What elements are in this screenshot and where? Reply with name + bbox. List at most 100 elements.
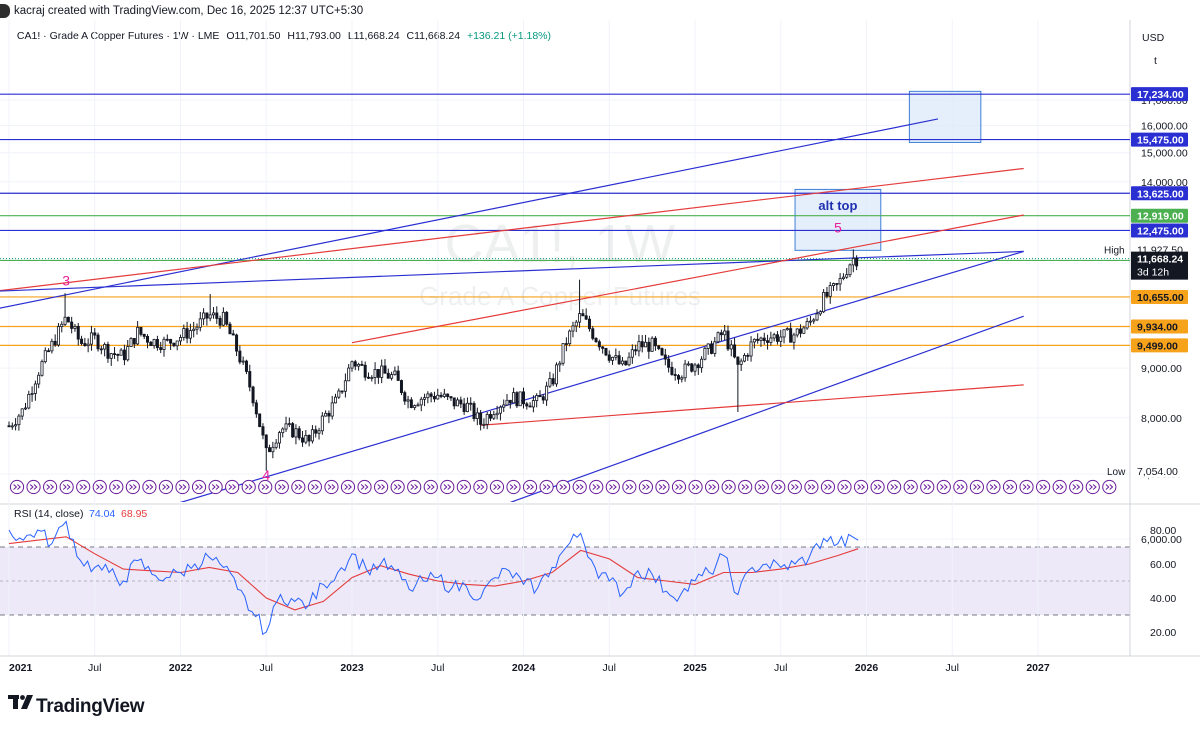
event-marker-icon[interactable] (307, 479, 322, 495)
event-marker-icon[interactable] (473, 479, 488, 495)
event-marker-icon[interactable] (9, 479, 25, 495)
trendline-red[interactable] (351, 214, 1024, 344)
event-marker-icon[interactable] (556, 479, 571, 495)
event-marker-icon[interactable] (605, 479, 620, 495)
event-marker-icon[interactable] (1052, 479, 1067, 495)
event-marker-icon[interactable] (423, 479, 438, 495)
event-marker-icon[interactable] (440, 479, 455, 495)
candle-up (802, 327, 806, 334)
event-marker-icon[interactable] (340, 479, 356, 495)
high-marker-label: High (1104, 245, 1125, 256)
event-marker-icon[interactable] (522, 479, 538, 495)
event-marker-icon[interactable] (986, 479, 1001, 495)
event-marker-chevron (840, 484, 849, 490)
event-marker-icon[interactable] (291, 479, 306, 495)
alt-top-annotation[interactable]: alt top (818, 198, 857, 213)
event-marker-icon[interactable] (688, 479, 703, 495)
event-marker-icon[interactable] (225, 479, 240, 495)
event-marker-icon[interactable] (59, 479, 74, 495)
currency-label[interactable]: USD (1142, 32, 1165, 44)
event-marker-icon[interactable] (853, 479, 869, 495)
event-marker-icon[interactable] (456, 479, 471, 495)
event-markers[interactable] (9, 479, 1117, 495)
event-marker-icon[interactable] (1036, 479, 1051, 495)
event-marker-icon[interactable] (109, 479, 124, 495)
trendline-blue[interactable] (0, 118, 939, 309)
event-marker-icon[interactable] (324, 479, 339, 495)
event-marker-chevron (410, 484, 419, 490)
wave-label-3[interactable]: 3 (62, 272, 70, 288)
target-zone-box[interactable] (908, 90, 982, 143)
event-marker-icon[interactable] (76, 479, 91, 495)
event-marker-chevron (559, 484, 568, 490)
event-marker-icon[interactable] (26, 479, 41, 495)
event-marker-icon[interactable] (804, 479, 819, 495)
event-marker-icon[interactable] (175, 479, 190, 495)
trendline-blue[interactable] (409, 315, 1024, 539)
event-marker-icon[interactable] (589, 479, 604, 495)
event-marker-icon[interactable] (274, 479, 289, 495)
candle-down (366, 376, 370, 379)
candles[interactable] (7, 249, 859, 471)
event-marker-icon[interactable] (357, 479, 372, 495)
trendline-blue[interactable] (138, 250, 1024, 515)
target-zone-box[interactable] (794, 188, 882, 251)
price-levels[interactable] (0, 93, 1130, 346)
event-marker-icon[interactable] (754, 479, 769, 495)
event-marker-icon[interactable] (671, 479, 687, 495)
event-marker-icon[interactable] (1085, 479, 1100, 495)
event-marker-icon[interactable] (1069, 479, 1084, 495)
event-marker-icon[interactable] (1002, 479, 1018, 495)
trendline-red[interactable] (0, 167, 1024, 292)
event-marker-icon[interactable] (638, 479, 654, 495)
event-marker-icon[interactable] (208, 479, 223, 495)
trendline-red[interactable] (480, 384, 1024, 426)
event-marker-icon[interactable] (920, 479, 935, 495)
event-marker-icon[interactable] (721, 479, 736, 495)
event-marker-icon[interactable] (1019, 479, 1034, 495)
event-marker-icon[interactable] (969, 479, 985, 495)
event-marker-icon[interactable] (1102, 479, 1117, 495)
event-marker-icon[interactable] (953, 479, 968, 495)
event-marker-icon[interactable] (92, 479, 107, 495)
event-marker-icon[interactable] (142, 479, 157, 495)
chart-canvas[interactable]: CA1!, 1W Grade A Copper Futures 3 4 5 alt t… (0, 0, 1200, 690)
target-zones[interactable] (794, 90, 982, 251)
wave-labels[interactable]: 3 4 5 alt top (62, 198, 857, 483)
event-marker-icon[interactable] (738, 479, 753, 495)
event-marker-icon[interactable] (191, 479, 207, 495)
event-marker-icon[interactable] (936, 479, 951, 495)
event-marker-icon[interactable] (489, 479, 505, 495)
event-marker-icon[interactable] (771, 479, 786, 495)
event-marker-icon[interactable] (887, 479, 902, 495)
event-marker-icon[interactable] (820, 479, 836, 495)
event-marker-icon[interactable] (125, 479, 140, 495)
candle-up (782, 329, 786, 338)
event-marker-icon[interactable] (705, 479, 720, 495)
event-marker-icon[interactable] (655, 479, 670, 495)
event-marker-icon[interactable] (539, 479, 554, 495)
event-marker-icon[interactable] (158, 479, 174, 495)
event-marker-icon[interactable] (903, 479, 918, 495)
event-marker-icon[interactable] (506, 479, 521, 495)
legend-symbol[interactable]: CA1! · Grade A Copper Futures · 1W · LME (16, 30, 220, 42)
event-marker-icon[interactable] (241, 479, 256, 495)
event-marker-icon[interactable] (390, 479, 405, 495)
event-marker-icon[interactable] (374, 479, 389, 495)
wave-label-4[interactable]: 4 (262, 467, 270, 483)
event-marker-chevron (708, 484, 717, 490)
event-marker-chevron (724, 484, 733, 490)
event-marker-icon[interactable] (43, 479, 58, 495)
event-marker-icon[interactable] (837, 479, 852, 495)
event-marker-icon[interactable] (572, 479, 587, 495)
time-axis[interactable]: 2021 Jul 2022 Jul 2023 Jul 2024 Jul 2025 Jul 2026 J… (9, 662, 1050, 674)
event-marker-icon[interactable] (407, 479, 422, 495)
wave-label-5[interactable]: 5 (834, 220, 842, 236)
event-marker-icon[interactable] (870, 479, 885, 495)
price-axis[interactable]: 6,000.007,000.008,000.009,000.0014,000.0… (1141, 95, 1188, 639)
event-marker-icon[interactable] (258, 479, 273, 495)
rsi-legend[interactable]: RSI (14, close) 74.04 68.95 (14, 508, 147, 520)
event-marker-icon[interactable] (622, 479, 637, 495)
candle-down (155, 339, 159, 348)
event-marker-icon[interactable] (787, 479, 802, 495)
